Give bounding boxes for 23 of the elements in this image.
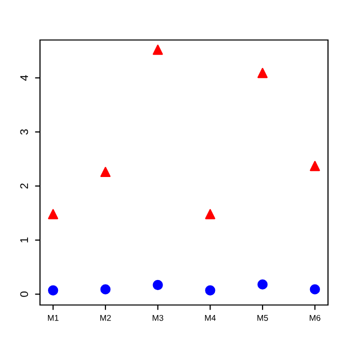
y-tick-label: 4 bbox=[20, 75, 28, 81]
x-tick-label: M1 bbox=[48, 315, 58, 321]
point bbox=[48, 285, 58, 296]
point bbox=[152, 44, 163, 55]
x-tick-label: M4 bbox=[205, 315, 216, 321]
point bbox=[100, 284, 111, 294]
y-tick-label: 3 bbox=[20, 129, 28, 135]
point bbox=[310, 284, 320, 294]
x-tick-label: M2 bbox=[100, 314, 111, 321]
y-tick-label: 0 bbox=[20, 292, 28, 297]
x-tick-label: M6 bbox=[310, 314, 320, 321]
point bbox=[100, 166, 111, 178]
point bbox=[152, 280, 163, 290]
point bbox=[310, 160, 320, 172]
point bbox=[257, 68, 268, 78]
point bbox=[48, 209, 58, 220]
y-tick-label: 1 bbox=[20, 238, 28, 242]
x-tick-label: M5 bbox=[257, 315, 268, 321]
point bbox=[205, 209, 216, 220]
point bbox=[205, 285, 216, 296]
y-tick-label: 2 bbox=[20, 183, 28, 189]
x-tick-label: M3 bbox=[152, 314, 164, 321]
point bbox=[257, 279, 268, 290]
